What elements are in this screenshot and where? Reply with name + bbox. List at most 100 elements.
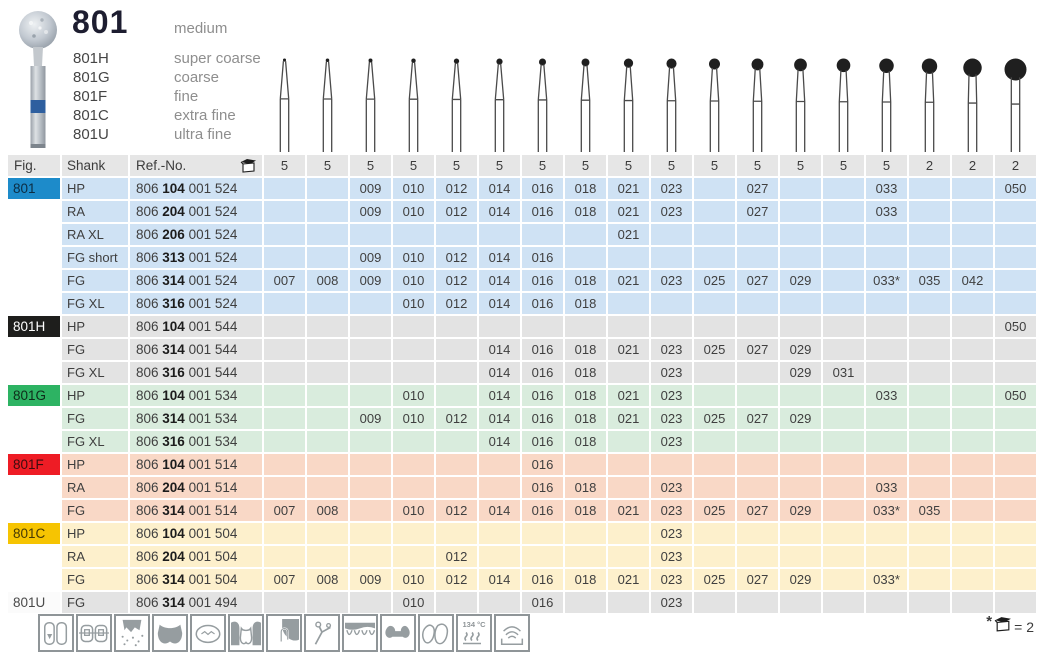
size-cell [264,592,305,613]
pack-qty-cell: 5 [307,155,348,176]
variant-grit: coarse [174,69,220,86]
size-cell: 027 [737,339,778,360]
size-cell [995,362,1036,383]
size-cell [264,408,305,429]
size-cell [952,454,993,475]
size-cell: 018 [565,477,606,498]
size-cell: 035 [909,270,950,291]
size-cell [995,431,1036,452]
size-cell [264,477,305,498]
fig-empty-cell [8,224,60,245]
pack-qty-cell: 5 [479,155,520,176]
size-cell: 010 [393,408,434,429]
column-header-shank: Shank [62,155,128,176]
size-cell: 050 [995,385,1036,406]
application-icons-row: 134 °C [38,614,530,652]
size-cell [737,316,778,337]
fig-empty-cell [8,247,60,268]
size-cell [436,316,477,337]
shank-cell: RA [62,201,128,222]
ref-number-cell: 806 314 001 544 [130,339,262,360]
size-cell [694,178,735,199]
size-cell [608,431,649,452]
shank-cell: FG [62,592,128,613]
size-cell: 014 [479,293,520,314]
size-cell [866,546,907,567]
size-cell [952,500,993,521]
variant-grit: fine [174,88,199,105]
size-cell [608,546,649,567]
size-cell [909,408,950,429]
size-cell [436,362,477,383]
bur-pictogram [952,56,993,153]
size-cell [565,592,606,613]
size-cell [350,316,391,337]
size-cell [694,293,735,314]
size-cell [307,408,348,429]
size-cell [952,523,993,544]
size-cell: 021 [608,178,649,199]
size-cell [737,592,778,613]
size-cell [436,592,477,613]
bur-pictogram [694,56,735,153]
size-cell [350,431,391,452]
size-cell [350,592,391,613]
size-cell: 010 [393,569,434,590]
size-cell [436,339,477,360]
size-cell: 014 [479,270,520,291]
size-cell: 033 [866,477,907,498]
size-cell: 009 [350,178,391,199]
size-cell [393,362,434,383]
size-cell: 007 [264,500,305,521]
size-cell [952,293,993,314]
ref-number-cell: 806 314 001 494 [130,592,262,613]
variant-row: 801H super coarse [73,49,261,68]
variant-code: 801G [73,69,110,86]
variant-code: 801F [73,88,108,105]
size-cell [608,362,649,383]
variant-row: 801G coarse [73,68,261,87]
product-number: 801 [72,4,129,40]
size-cell [995,408,1036,429]
size-cell: 016 [522,339,563,360]
bur-pictogram [436,56,477,153]
size-cell [866,316,907,337]
bur-pictogram [393,56,434,153]
size-cell: 021 [608,500,649,521]
ref-number-cell: 806 104 001 544 [130,316,262,337]
size-cell: 021 [608,339,649,360]
shank-cell: FG [62,569,128,590]
bur-pictogram [651,56,692,153]
bur-glyph-033 [879,58,894,152]
size-cell: 025 [694,500,735,521]
size-cell [952,408,993,429]
size-cell: 018 [565,201,606,222]
size-cell: 018 [565,500,606,521]
size-cell [823,592,864,613]
bur-pictogram [350,56,391,153]
bur-glyph-016 [537,58,548,152]
size-cell [737,293,778,314]
size-cell [651,454,692,475]
ref-number-cell: 806 316 001 544 [130,362,262,383]
size-cell [909,362,950,383]
ref-number-cell: 806 314 001 534 [130,408,262,429]
size-cell [651,293,692,314]
size-cell [823,569,864,590]
size-cell: 008 [307,270,348,291]
size-cell [995,523,1036,544]
size-cell [780,477,821,498]
pack-qty-cell: 5 [393,155,434,176]
size-cell [737,362,778,383]
size-cell [909,247,950,268]
ref-number-cell: 806 104 001 534 [130,385,262,406]
size-cell [995,546,1036,567]
bur-pictogram [264,56,305,153]
ref-number-cell: 806 204 001 504 [130,546,262,567]
size-cell [393,523,434,544]
fig-empty-cell [8,362,60,383]
size-cell [952,546,993,567]
size-cell [866,362,907,383]
size-cell [307,362,348,383]
size-cell [479,523,520,544]
